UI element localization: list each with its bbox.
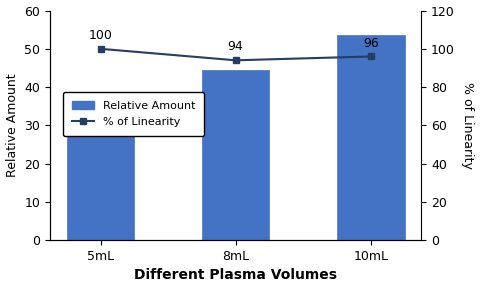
Bar <box>67 125 134 240</box>
Bar <box>337 35 405 240</box>
Y-axis label: % of Linearity: % of Linearity <box>461 82 474 169</box>
Y-axis label: Relative Amount: Relative Amount <box>6 73 19 177</box>
Legend: Relative Amount, % of Linearity: Relative Amount, % of Linearity <box>63 92 204 136</box>
Text: 96: 96 <box>363 37 379 50</box>
Text: 94: 94 <box>228 40 243 53</box>
Bar <box>202 70 269 240</box>
X-axis label: Different Plasma Volumes: Different Plasma Volumes <box>134 268 337 283</box>
Text: 100: 100 <box>89 29 112 42</box>
